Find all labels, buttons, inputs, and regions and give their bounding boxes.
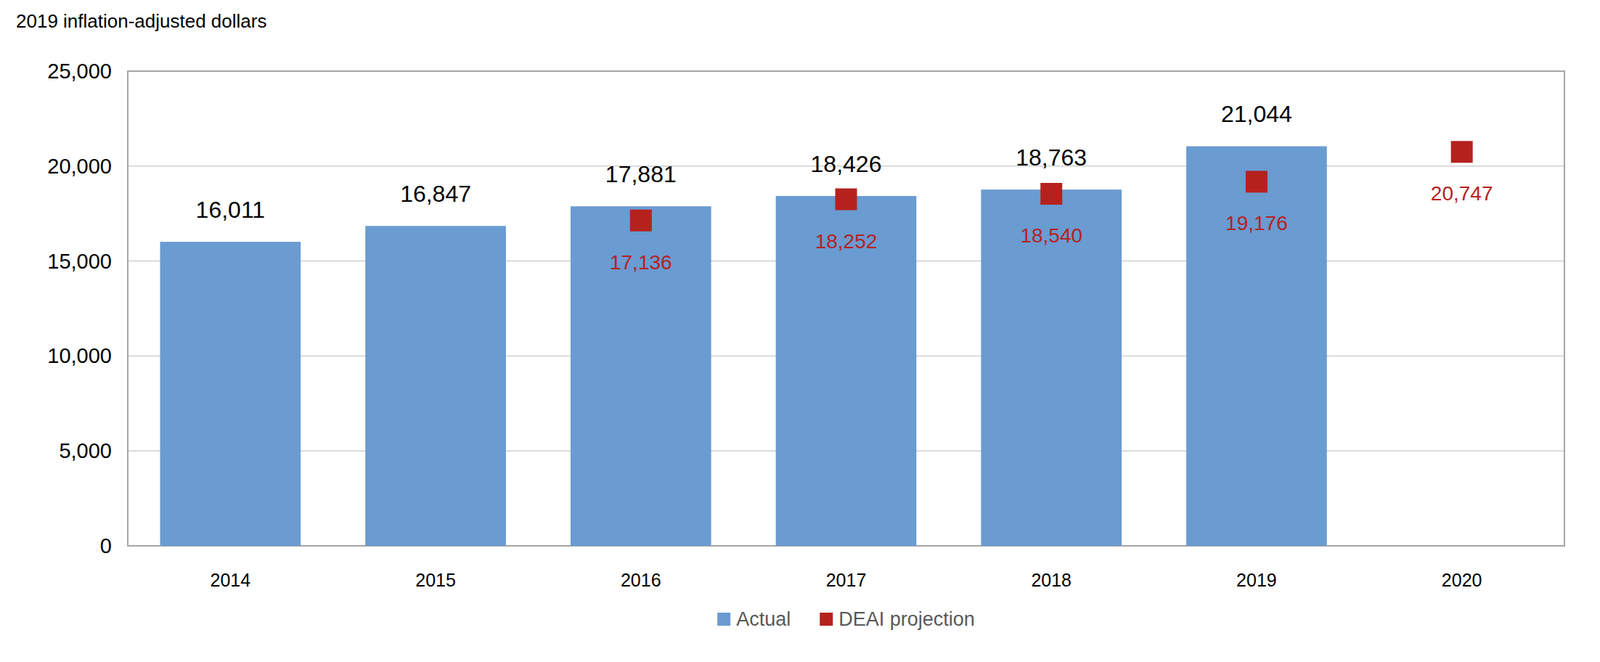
bar: [776, 196, 917, 546]
data-label: 21,044: [1221, 100, 1293, 128]
x-tick-label: 2017: [826, 569, 867, 591]
bar: [570, 206, 712, 546]
data-label: 18,252: [815, 230, 878, 253]
data-label: 16,011: [196, 196, 266, 223]
legend-swatch: [819, 612, 833, 626]
y-tick-label: 15,000: [47, 249, 112, 273]
x-tick-label: 2015: [415, 569, 456, 591]
marker: [835, 188, 858, 211]
bar: [980, 189, 1122, 546]
data-label: 17,136: [609, 251, 673, 274]
marker: [630, 209, 652, 232]
y-tick-label: 20,000: [47, 154, 112, 178]
bar: [365, 225, 506, 546]
data-label: 16,847: [400, 180, 472, 207]
y-tick-label: 25,000: [47, 59, 112, 83]
bar: [160, 241, 302, 546]
y-tick-label: 5,000: [58, 439, 112, 463]
data-labels: 16,011 16,847 17,881 18,426 18,763 21,044 17,1…: [196, 100, 1494, 273]
legend-label: DEAI projection: [838, 608, 975, 631]
y-tick-label: 10,000: [47, 344, 112, 368]
y-tick-label: 0: [100, 534, 112, 558]
data-label: 18,763: [1015, 144, 1087, 171]
x-tick-label: 2020: [1441, 569, 1483, 591]
chart: 0 5,000 10,000 15,000 20,000 25,000 2019 infla…: [0, 0, 1600, 662]
legend-swatch: [717, 612, 731, 626]
marker: [1040, 182, 1063, 205]
legend: Actual DEAI projection: [717, 608, 975, 631]
legend-label: Actual: [736, 608, 791, 631]
plot-frame: [127, 71, 1565, 546]
data-label: 20,747: [1430, 182, 1494, 205]
data-label: 18,426: [810, 150, 883, 178]
bar: [1186, 145, 1328, 546]
x-tick-label: 2018: [1030, 569, 1072, 591]
data-label: 19,176: [1225, 211, 1288, 235]
data-label: 17,881: [605, 161, 677, 188]
marker: [1245, 170, 1268, 193]
data-label: 18,540: [1019, 224, 1083, 247]
x-tick-label: 2014: [210, 569, 252, 591]
x-tick-label: 2019: [1236, 569, 1277, 591]
legend-item: DEAI projection: [819, 608, 975, 631]
grid: [127, 71, 1565, 546]
marker: [1451, 140, 1473, 163]
x-tick-label: 2016: [620, 569, 662, 591]
legend-item: Actual: [717, 608, 791, 631]
marks: [160, 140, 1473, 546]
y-axis-label: 2019 inflation-adjusted dollars: [15, 10, 267, 32]
